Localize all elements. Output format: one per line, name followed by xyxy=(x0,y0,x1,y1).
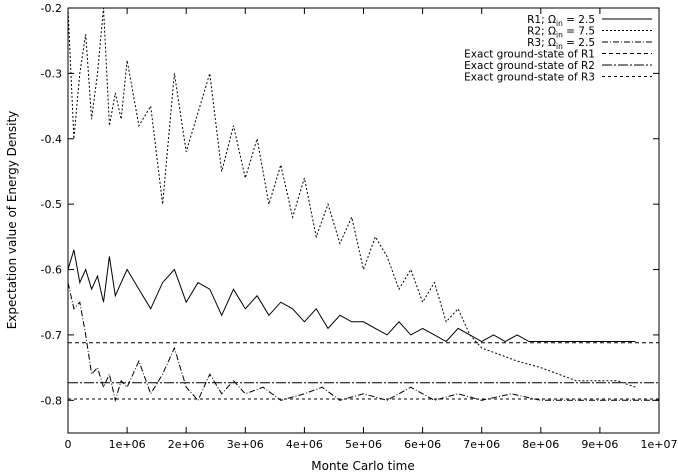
y-tick-label: -0.3 xyxy=(41,67,62,80)
x-tick-label: 1e+07 xyxy=(641,438,678,451)
y-tick-label: -0.4 xyxy=(41,133,62,146)
x-axis-label: Monte Carlo time xyxy=(311,459,414,473)
legend-label: R2; Ωin = 7.5 xyxy=(527,26,595,40)
x-tick-label: 7e+06 xyxy=(463,438,500,451)
x-tick-label: 9e+06 xyxy=(581,438,618,451)
y-tick-label: -0.5 xyxy=(41,198,62,211)
legend: R1; Ωin = 2.5R2; Ωin = 7.5R3; Ωin = 2.5E… xyxy=(464,14,652,84)
legend-label: Exact ground-state of R3 xyxy=(464,72,595,84)
y-axis-ticks: -0.2 -0.3 -0.4 -0.5 -0.6 -0.7 -0.8 xyxy=(41,2,659,407)
x-tick-label: 8e+06 xyxy=(522,438,559,451)
legend-label: R3; Ωin = 2.5 xyxy=(527,37,595,51)
x-tick-label: 1e+06 xyxy=(109,438,146,451)
x-tick-label: 0 xyxy=(65,438,72,451)
series-layer xyxy=(68,8,659,403)
x-tick-label: 2e+06 xyxy=(168,438,205,451)
legend-label: Exact ground-state of R2 xyxy=(464,60,595,72)
x-tick-label: 4e+06 xyxy=(286,438,323,451)
y-tick-label: -0.6 xyxy=(41,264,62,277)
x-tick-label: 3e+06 xyxy=(227,438,264,451)
y-axis-label: Expectation value of Energy Density xyxy=(5,111,19,330)
y-tick-label: -0.7 xyxy=(41,329,62,342)
x-axis-ticks: 0 1e+06 2e+06 3e+06 4e+06 5e+06 6e+06 7e+06 8e+0… xyxy=(65,8,678,451)
legend-label: R1; Ωin = 2.5 xyxy=(527,14,595,28)
y-tick-label: -0.2 xyxy=(41,2,62,15)
legend-label: Exact ground-state of R1 xyxy=(464,49,595,61)
x-tick-label: 5e+06 xyxy=(345,438,382,451)
y-tick-label: -0.8 xyxy=(41,394,62,407)
x-tick-label: 6e+06 xyxy=(404,438,441,451)
series-line-1 xyxy=(68,249,636,343)
series-line-2 xyxy=(68,8,636,388)
